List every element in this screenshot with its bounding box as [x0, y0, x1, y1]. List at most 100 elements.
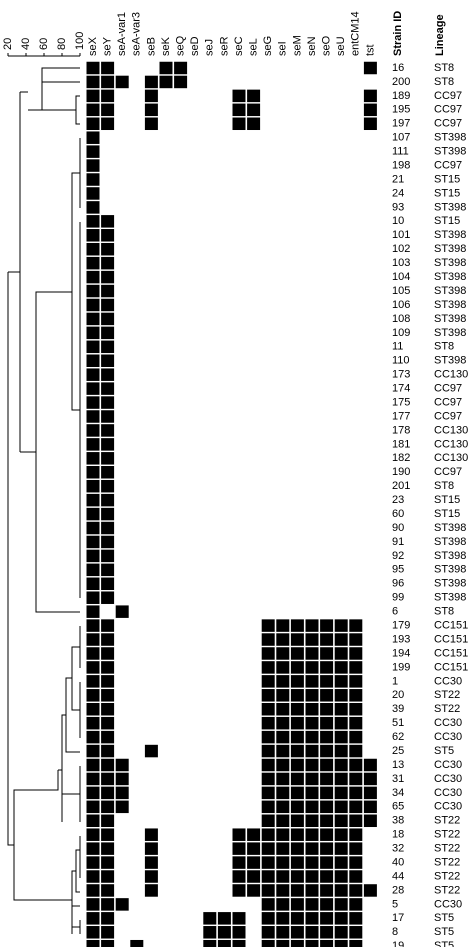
cell — [291, 327, 304, 340]
dendrogram — [7, 67, 81, 934]
lineage-label: ST8 — [434, 480, 454, 492]
cell — [233, 898, 246, 911]
cell — [86, 535, 100, 549]
cell — [233, 173, 246, 186]
cell — [174, 466, 187, 479]
cell — [86, 577, 100, 591]
cell — [218, 689, 231, 702]
cell — [160, 842, 173, 855]
cell — [261, 702, 275, 716]
cell — [349, 675, 363, 688]
cell — [174, 410, 187, 423]
lineage-label: CC30 — [434, 759, 462, 771]
cell — [203, 605, 216, 618]
cell — [276, 744, 290, 758]
lineage-label: CC97 — [434, 159, 462, 171]
cell — [276, 536, 289, 549]
cell — [335, 187, 348, 200]
cell — [101, 201, 114, 214]
cell — [276, 828, 290, 841]
cell — [233, 215, 246, 228]
cell — [189, 466, 202, 479]
cell — [320, 758, 334, 772]
cell — [203, 438, 216, 451]
cell — [335, 341, 348, 354]
cell — [145, 605, 158, 618]
cell — [349, 76, 362, 89]
cell — [130, 271, 143, 284]
cell — [262, 104, 275, 117]
cell — [189, 90, 202, 103]
cell — [364, 856, 377, 869]
strain-label: 8 — [392, 926, 398, 938]
cell — [174, 828, 187, 841]
cell — [218, 731, 231, 744]
cell — [232, 870, 246, 883]
cell — [203, 522, 216, 535]
cell — [203, 494, 216, 507]
cell — [115, 75, 129, 89]
cell — [320, 187, 333, 200]
cell — [130, 201, 143, 214]
cell — [334, 856, 348, 869]
cell — [160, 828, 173, 841]
cell — [305, 828, 319, 841]
strain-label: 18 — [392, 829, 404, 841]
cell — [276, 229, 289, 242]
cell — [364, 731, 377, 744]
cell — [306, 368, 319, 381]
cell — [306, 173, 319, 186]
cell — [160, 368, 173, 381]
cell — [349, 716, 363, 730]
cell — [189, 131, 202, 144]
cell — [116, 689, 129, 702]
cell — [247, 187, 260, 200]
cell — [101, 298, 115, 312]
cell — [364, 341, 377, 354]
cell — [364, 438, 377, 451]
cell — [262, 118, 275, 131]
cell — [160, 647, 173, 660]
cell — [247, 243, 260, 256]
cell — [291, 382, 304, 395]
cell — [116, 229, 129, 242]
cell — [174, 159, 187, 172]
cell — [276, 90, 289, 103]
cell — [203, 159, 216, 172]
cell — [261, 842, 275, 855]
cell — [86, 187, 100, 200]
cell — [364, 354, 377, 367]
strain-label: 189 — [392, 90, 410, 102]
column-label: seG — [262, 36, 274, 56]
cell — [145, 787, 158, 800]
cell — [233, 703, 246, 716]
cell — [320, 354, 333, 367]
cell — [203, 633, 216, 646]
lineage-label: CC130 — [434, 424, 468, 436]
cell — [349, 424, 362, 437]
cell — [101, 61, 115, 75]
cell — [145, 229, 158, 242]
cell — [145, 815, 158, 828]
cell — [218, 466, 231, 479]
cell — [145, 257, 158, 270]
cell — [276, 215, 289, 228]
cell — [174, 536, 187, 549]
cell — [101, 912, 115, 925]
cell — [116, 828, 129, 841]
strain-label: 13 — [392, 759, 404, 771]
cell — [145, 801, 158, 814]
cell — [349, 131, 362, 144]
cell — [86, 758, 100, 772]
cell — [145, 508, 158, 520]
cell — [101, 354, 115, 367]
cell — [349, 466, 362, 479]
cell — [174, 382, 187, 395]
cell — [203, 787, 216, 800]
cell — [261, 716, 275, 730]
cell — [174, 313, 187, 326]
cell — [349, 689, 363, 702]
cell — [189, 341, 202, 354]
cell — [320, 647, 334, 660]
cell — [276, 173, 289, 186]
